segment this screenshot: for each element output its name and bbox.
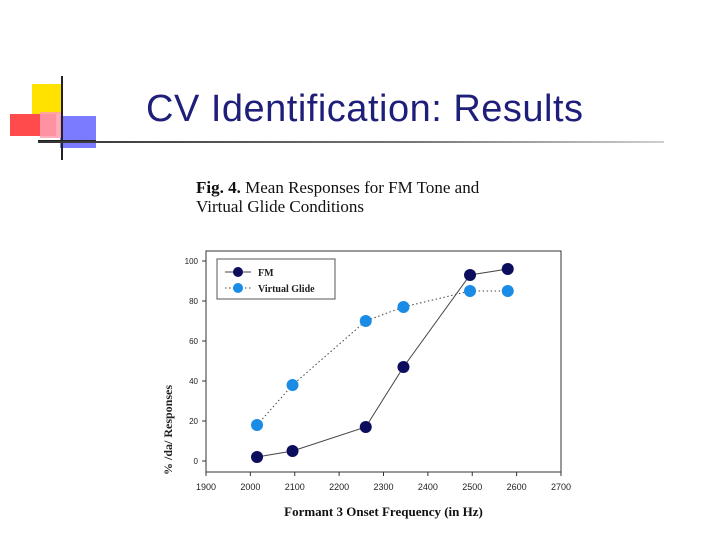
data-point-0: [359, 421, 372, 433]
data-point-1: [359, 315, 372, 327]
y-axis-label: % /da/ Responses: [161, 385, 175, 475]
figure-caption-text-line2: Virtual Glide Conditions: [196, 197, 365, 216]
legend-marker-1: [233, 283, 243, 293]
x-tick-label: 2000: [240, 482, 260, 492]
y-tick-label: 60: [189, 337, 198, 346]
data-point-1: [286, 379, 299, 391]
data-point-1: [464, 285, 477, 297]
x-tick-label: 1900: [196, 482, 216, 492]
legend-label-0: FM: [258, 268, 274, 279]
figure-caption-text: Mean Responses for FM Tone and: [240, 178, 480, 197]
data-point-1: [251, 419, 264, 431]
slide-title: CV Identification: Results: [146, 88, 584, 130]
y-tick-label: 0: [194, 457, 199, 466]
figure-caption-number: Fig. 4.: [196, 178, 241, 197]
x-tick-label: 2400: [418, 482, 438, 492]
title-divider: [38, 141, 664, 143]
data-point-0: [501, 263, 514, 275]
x-axis-label: Formant 3 Onset Frequency (in Hz): [284, 504, 483, 519]
data-point-0: [286, 445, 299, 457]
data-point-0: [464, 269, 477, 281]
series-line-1: [256, 290, 508, 426]
legend-marker-0: [233, 267, 243, 277]
x-tick-label: 2600: [507, 482, 527, 492]
series-line-0: [256, 268, 508, 458]
y-tick-label: 80: [189, 297, 198, 306]
data-point-0: [251, 451, 264, 463]
y-tick-label: 20: [189, 417, 198, 426]
y-tick-label: 40: [189, 377, 198, 386]
data-point-1: [501, 285, 514, 297]
x-tick-label: 2500: [462, 482, 482, 492]
legend-label-1: Virtual Glide: [258, 284, 315, 295]
data-point-1: [397, 301, 410, 313]
y-tick-label: 100: [185, 257, 199, 266]
figure-caption: Fig. 4. Mean Responses for FM Tone and V…: [196, 178, 596, 216]
x-tick-label: 2100: [285, 482, 305, 492]
data-point-0: [397, 361, 410, 373]
x-tick-label: 2200: [329, 482, 349, 492]
x-tick-label: 2300: [373, 482, 393, 492]
x-tick-label: 2700: [551, 482, 571, 492]
